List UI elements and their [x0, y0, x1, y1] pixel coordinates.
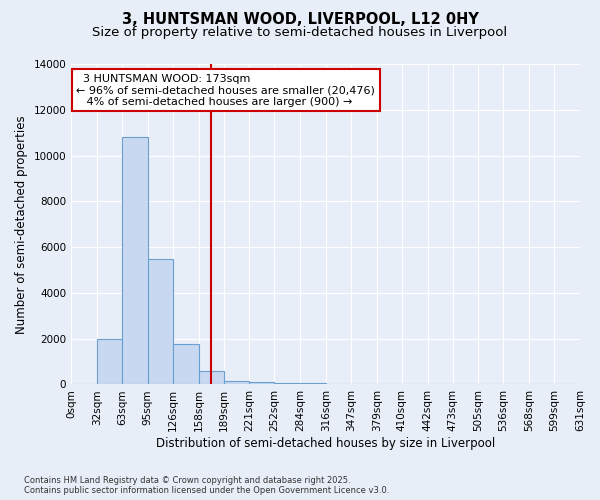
Bar	[148, 258, 173, 384]
Bar	[173, 344, 199, 385]
Y-axis label: Number of semi-detached properties: Number of semi-detached properties	[15, 115, 28, 334]
Bar	[199, 370, 224, 384]
Bar	[274, 382, 300, 384]
Bar	[122, 137, 148, 384]
Bar	[224, 381, 250, 384]
Bar	[97, 338, 122, 384]
Text: 3, HUNTSMAN WOOD, LIVERPOOL, L12 0HY: 3, HUNTSMAN WOOD, LIVERPOOL, L12 0HY	[122, 12, 478, 28]
Text: Size of property relative to semi-detached houses in Liverpool: Size of property relative to semi-detach…	[92, 26, 508, 39]
Text: 3 HUNTSMAN WOOD: 173sqm
← 96% of semi-detached houses are smaller (20,476)
   4%: 3 HUNTSMAN WOOD: 173sqm ← 96% of semi-de…	[76, 74, 375, 107]
X-axis label: Distribution of semi-detached houses by size in Liverpool: Distribution of semi-detached houses by …	[156, 437, 495, 450]
Text: Contains HM Land Registry data © Crown copyright and database right 2025.
Contai: Contains HM Land Registry data © Crown c…	[24, 476, 389, 495]
Bar	[250, 382, 274, 384]
